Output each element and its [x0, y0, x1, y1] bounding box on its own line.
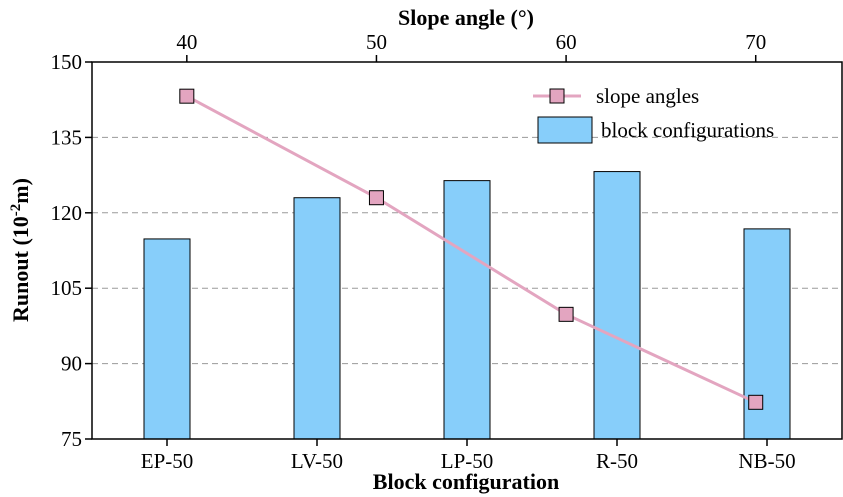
x-axis-title: Block configuration [373, 469, 559, 494]
legend-label-slope-angles: slope angles [596, 84, 699, 108]
top-tick-label-1: 50 [366, 30, 387, 54]
y-axis-title-main: Runout (10 [8, 216, 33, 322]
slope-angle-marker-60 [558, 306, 574, 322]
y-axis-title: Runout (10-2m) [8, 178, 33, 322]
x-tick-label-4: NB-50 [738, 449, 795, 473]
x-tick-label-0: EP-50 [141, 449, 194, 473]
slope-angle-line [186, 94, 757, 404]
legend: slope angles block configurations [533, 84, 774, 144]
top-tick-label-2: 60 [556, 30, 577, 54]
bar-lp-50 [443, 180, 491, 440]
axes: 75 90 105 120 135 150 EP-50 LV-50 LP-50 R-50 NB-50… [51, 30, 796, 473]
top-tick-label-0: 40 [176, 30, 197, 54]
slope-angle-marker-40 [179, 88, 195, 104]
legend-label-block-configurations: block configurations [601, 118, 774, 142]
y-tick-label-2: 105 [51, 276, 83, 300]
y-tick-label-0: 75 [61, 427, 82, 451]
y-tick-label-4: 135 [51, 125, 83, 149]
slope-angle-marker-50 [368, 190, 384, 206]
top-tick-label-3: 70 [745, 30, 766, 54]
line-series-slope-angles [179, 88, 764, 410]
y-tick-label-5: 150 [51, 50, 83, 74]
x-tick-label-1: LV-50 [291, 449, 343, 473]
y-tick-label-3: 120 [51, 201, 83, 225]
bar-ep-50 [143, 238, 191, 440]
x-tick-label-2: LP-50 [441, 449, 494, 473]
bar-r-50 [593, 171, 641, 440]
legend-bar-swatch [537, 116, 593, 144]
x-tick-label-3: R-50 [596, 449, 638, 473]
bar-series-block-configurations [143, 171, 791, 440]
bar-lv-50 [293, 197, 341, 440]
legend-square-marker [549, 88, 565, 104]
slope-angle-marker-70 [748, 394, 764, 410]
top-axis-title: Slope angle (°) [398, 5, 534, 30]
y-axis-title-superscript: -2 [8, 204, 24, 217]
y-tick-label-1: 90 [61, 352, 82, 376]
y-axis-title-unit: m) [8, 178, 33, 204]
